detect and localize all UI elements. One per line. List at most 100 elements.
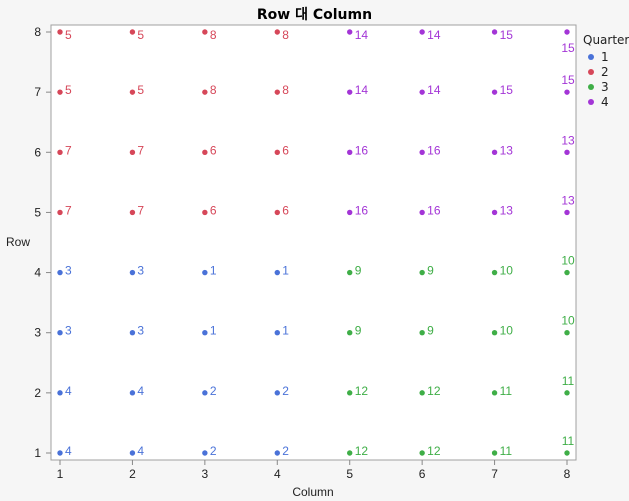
point-label: 5: [137, 28, 144, 42]
data-point[interactable]: [57, 330, 63, 336]
point-label: 15: [561, 41, 575, 55]
point-label: 12: [355, 444, 369, 458]
data-point[interactable]: [129, 29, 136, 35]
data-point[interactable]: [419, 450, 425, 456]
data-point[interactable]: [564, 450, 570, 456]
data-point[interactable]: [129, 269, 136, 276]
point-label: 16: [427, 143, 441, 157]
point-label: 13: [561, 133, 575, 147]
data-point[interactable]: [347, 450, 353, 456]
data-point[interactable]: [274, 149, 280, 155]
data-point[interactable]: [274, 330, 280, 336]
data-point[interactable]: [202, 149, 208, 155]
data-point[interactable]: [347, 330, 353, 336]
y-tick-label: 4: [34, 266, 41, 280]
data-point[interactable]: [419, 269, 425, 276]
data-point[interactable]: [419, 89, 425, 95]
data-point[interactable]: [202, 29, 208, 35]
data-point[interactable]: [491, 390, 498, 396]
data-point[interactable]: [274, 209, 280, 216]
data-point[interactable]: [491, 269, 498, 276]
data-point[interactable]: [274, 390, 280, 396]
data-point[interactable]: [129, 390, 136, 396]
data-point[interactable]: [491, 89, 498, 95]
data-point[interactable]: [347, 149, 353, 155]
data-point[interactable]: [57, 89, 63, 95]
point-label: 2: [282, 384, 289, 398]
point-label: 7: [65, 143, 72, 157]
data-point[interactable]: [347, 29, 353, 35]
data-point[interactable]: [202, 330, 208, 336]
point-label: 6: [210, 143, 217, 157]
data-point[interactable]: [419, 330, 425, 336]
point-label: 2: [210, 384, 217, 398]
chart-title: Row 대 Column: [256, 7, 373, 23]
data-point[interactable]: [347, 269, 353, 276]
x-tick-label: 7: [491, 467, 498, 481]
data-point[interactable]: [564, 390, 570, 396]
data-point[interactable]: [491, 209, 498, 216]
data-point[interactable]: [419, 390, 425, 396]
data-point[interactable]: [274, 269, 280, 276]
point-label: 12: [355, 384, 369, 398]
data-point[interactable]: [57, 390, 63, 396]
data-point[interactable]: [202, 89, 208, 95]
x-tick-label: 3: [202, 467, 209, 481]
point-label: 3: [137, 264, 144, 278]
data-point[interactable]: [347, 209, 353, 216]
data-point[interactable]: [491, 29, 498, 35]
data-point[interactable]: [274, 450, 280, 456]
data-point[interactable]: [491, 330, 498, 336]
data-point[interactable]: [129, 149, 136, 155]
legend-item-quarter-2[interactable]: 2: [583, 64, 629, 79]
data-point[interactable]: [57, 209, 63, 216]
x-tick-label: 6: [419, 467, 426, 481]
legend-item-quarter-4[interactable]: 4: [583, 94, 629, 109]
data-point[interactable]: [274, 29, 280, 35]
data-point[interactable]: [57, 450, 63, 456]
data-point[interactable]: [347, 89, 353, 95]
data-point[interactable]: [491, 450, 498, 456]
data-point[interactable]: [57, 29, 63, 35]
legend-label: 2: [601, 64, 609, 79]
data-point[interactable]: [57, 269, 63, 276]
data-point[interactable]: [202, 390, 208, 396]
y-tick-label: 1: [34, 446, 41, 460]
data-point[interactable]: [129, 330, 136, 336]
data-point[interactable]: [564, 149, 570, 155]
legend-label: 1: [601, 49, 609, 64]
point-label: 5: [137, 83, 144, 97]
legend-item-quarter-3[interactable]: 3: [583, 79, 629, 94]
data-point[interactable]: [564, 89, 570, 95]
data-point[interactable]: [129, 89, 136, 95]
data-point[interactable]: [202, 269, 208, 276]
data-point[interactable]: [419, 209, 425, 216]
point-label: 14: [427, 28, 441, 42]
legend-marker-icon: [588, 83, 594, 90]
data-point[interactable]: [274, 89, 280, 95]
data-point[interactable]: [129, 450, 136, 456]
data-point[interactable]: [419, 149, 425, 155]
y-axis-label: Row: [6, 235, 30, 249]
data-point[interactable]: [129, 209, 136, 216]
data-point[interactable]: [202, 450, 208, 456]
point-label: 14: [427, 83, 441, 97]
y-tick-label: 3: [34, 326, 41, 340]
data-point[interactable]: [491, 149, 498, 155]
data-point[interactable]: [57, 149, 63, 155]
point-label: 1: [210, 264, 217, 278]
data-point[interactable]: [564, 209, 570, 216]
data-point[interactable]: [202, 209, 208, 216]
point-label: 6: [282, 143, 289, 157]
point-label: 2: [282, 444, 289, 458]
x-tick-label: 4: [274, 467, 281, 481]
data-point[interactable]: [564, 330, 570, 336]
legend-item-quarter-1[interactable]: 1: [583, 49, 629, 64]
data-point[interactable]: [347, 390, 353, 396]
point-label: 8: [210, 83, 217, 97]
data-point[interactable]: [419, 29, 425, 35]
data-point[interactable]: [564, 269, 570, 276]
data-point[interactable]: [564, 29, 570, 35]
